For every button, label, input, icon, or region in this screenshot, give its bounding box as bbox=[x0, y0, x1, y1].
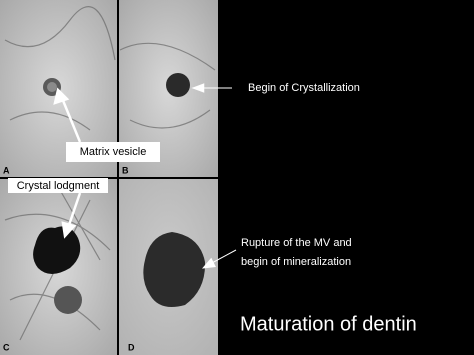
annotation: Crystal lodgment bbox=[17, 180, 100, 192]
ruptured-vesicle bbox=[143, 232, 206, 308]
arrows bbox=[53, 83, 237, 269]
arrow bbox=[60, 97, 82, 143]
label-box bbox=[8, 178, 108, 193]
annotation: Rupture of the MV and bbox=[241, 237, 352, 249]
annotation: Begin of Crystallization bbox=[248, 82, 360, 94]
fibers bbox=[4, 6, 216, 341]
panel-label: B bbox=[122, 165, 129, 175]
micrographs bbox=[0, 0, 218, 355]
arrow bbox=[209, 249, 237, 265]
arrowhead bbox=[53, 87, 70, 105]
slide-title: Maturation of dentin bbox=[240, 313, 417, 335]
crystallizing-vesicle bbox=[166, 73, 190, 97]
panel-label: D bbox=[128, 342, 135, 352]
arrowhead bbox=[201, 257, 216, 269]
vesicle bbox=[54, 286, 82, 314]
vesicle-core bbox=[47, 82, 57, 92]
arrowhead bbox=[61, 221, 77, 239]
panel-label: C bbox=[3, 342, 10, 352]
panel-letters: A B C D bbox=[3, 165, 135, 352]
panel-label: A bbox=[3, 165, 10, 175]
crystal-cluster bbox=[33, 226, 81, 274]
annotation: Matrix vesicle bbox=[80, 146, 147, 158]
arrowhead bbox=[191, 83, 205, 93]
annotation: begin of mineralization bbox=[241, 256, 351, 268]
arrow bbox=[66, 192, 82, 229]
label-box bbox=[66, 142, 160, 162]
